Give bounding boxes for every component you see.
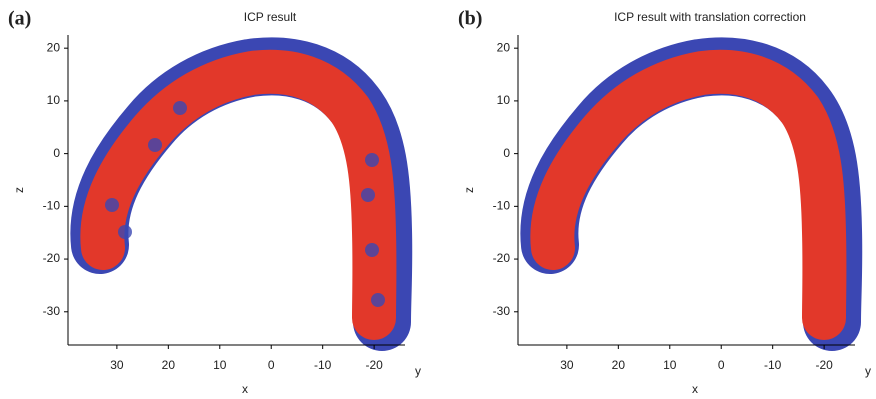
point-cloud — [552, 72, 824, 318]
y-tick-label: -10 — [43, 199, 61, 213]
x-tick-label: -20 — [365, 358, 383, 372]
depth-axis-label: y — [415, 364, 421, 378]
y-tick-label: -20 — [493, 251, 511, 265]
x-axis-label: x — [242, 382, 248, 396]
panel: (a) ICP result 20 10 0 -10 -20 -30 30 20 10 0 -10 -20… — [8, 8, 421, 397]
x-tick-label: 30 — [560, 358, 574, 372]
y-tick-label: -20 — [43, 251, 61, 265]
y-axis-label: z — [12, 187, 26, 193]
point-cloud — [102, 72, 374, 318]
figure: (a) ICP result 20 10 0 -10 -20 -30 30 20 10 0 -10 -20… — [0, 0, 876, 399]
x-tick-label: 30 — [110, 358, 124, 372]
x-tick-label: -20 — [815, 358, 833, 372]
y-tick-label: -30 — [43, 304, 61, 318]
panel-label: (b) — [458, 8, 482, 30]
x-tick-label: -10 — [314, 358, 332, 372]
hole — [118, 225, 132, 239]
y-tick-label: 20 — [47, 40, 61, 54]
y-tick-label: 10 — [47, 93, 61, 107]
hole — [148, 138, 162, 152]
y-tick-label: 20 — [497, 40, 511, 54]
hole — [361, 188, 375, 202]
hole — [365, 243, 379, 257]
hole — [105, 198, 119, 212]
y-axis-label: z — [462, 187, 476, 193]
x-tick-label: 10 — [663, 358, 677, 372]
y-tick-label: 0 — [53, 146, 60, 160]
x-tick-label: 0 — [268, 358, 275, 372]
chart-title: ICP result with translation correction — [614, 10, 806, 24]
y-tick-label: 10 — [497, 93, 511, 107]
x-tick-label: 20 — [612, 358, 626, 372]
x-tick-label: 0 — [718, 358, 725, 372]
panel: (b) ICP result with translation correctio… — [458, 8, 871, 397]
depth-axis-label: y — [865, 364, 871, 378]
y-tick-label: -30 — [493, 304, 511, 318]
chart-title: ICP result — [244, 10, 297, 24]
x-tick-label: 20 — [162, 358, 176, 372]
x-tick-label: 10 — [213, 358, 227, 372]
hole — [365, 153, 379, 167]
x-axis-label: x — [692, 382, 698, 396]
y-tick-label: -10 — [493, 199, 511, 213]
hole — [173, 101, 187, 115]
y-tick-label: 0 — [503, 146, 510, 160]
x-tick-label: -10 — [764, 358, 782, 372]
hole — [371, 293, 385, 307]
panel-label: (a) — [8, 8, 31, 30]
